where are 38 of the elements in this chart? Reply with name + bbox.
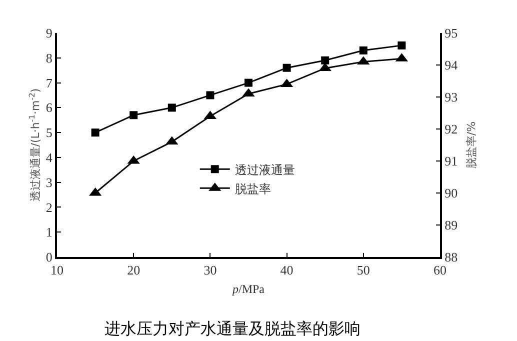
y-tick-label: 8 <box>46 50 52 66</box>
point <box>168 104 176 112</box>
y2-tick-label: 90 <box>444 186 458 201</box>
y-tick-label: 0 <box>46 250 52 265</box>
x-tick-label: 60 <box>434 262 446 278</box>
point <box>206 91 214 100</box>
y-tick-label: 6 <box>46 100 53 116</box>
y-tick-label: 5 <box>46 125 52 140</box>
x-axis-title: p/MPa <box>231 282 266 296</box>
y2-tick-label: 95 <box>444 26 458 41</box>
y2-tick-label: 91 <box>444 154 458 169</box>
point <box>244 78 252 87</box>
y2-tick-label: 89 <box>444 218 458 233</box>
text: 进水压力对产水通量及脱盐率的影响 <box>104 319 361 338</box>
y-tick-label: 7 <box>46 75 53 90</box>
y-tick-label: 9 <box>46 26 52 41</box>
y-tick-label: 4 <box>46 150 53 165</box>
y-tick-label: 1 <box>46 224 52 240</box>
y2-tick-label: 92 <box>444 122 458 137</box>
x-tick-label: 50 <box>356 262 370 278</box>
y2-tick-label: 93 <box>444 90 458 105</box>
y-tick-label: 2 <box>46 200 52 215</box>
point <box>321 56 330 64</box>
x-tick-label: 30 <box>204 262 217 278</box>
y-tick-label: 3 <box>46 174 52 190</box>
x-tick-label: 20 <box>127 262 140 278</box>
point <box>398 41 406 50</box>
point <box>359 46 368 54</box>
y2-tick-label: 94 <box>444 58 458 73</box>
point <box>130 111 138 120</box>
point <box>282 64 291 72</box>
x-tick-label: 40 <box>280 262 294 278</box>
x-tick-label: 10 <box>50 262 64 278</box>
y2-axis-title: 脱盐率/% <box>464 121 478 169</box>
point <box>91 128 100 137</box>
legend-label: 脱盐率 <box>234 182 271 196</box>
legend-label: 透过液通量 <box>234 162 295 177</box>
y2-tick-label: 88 <box>444 250 458 265</box>
